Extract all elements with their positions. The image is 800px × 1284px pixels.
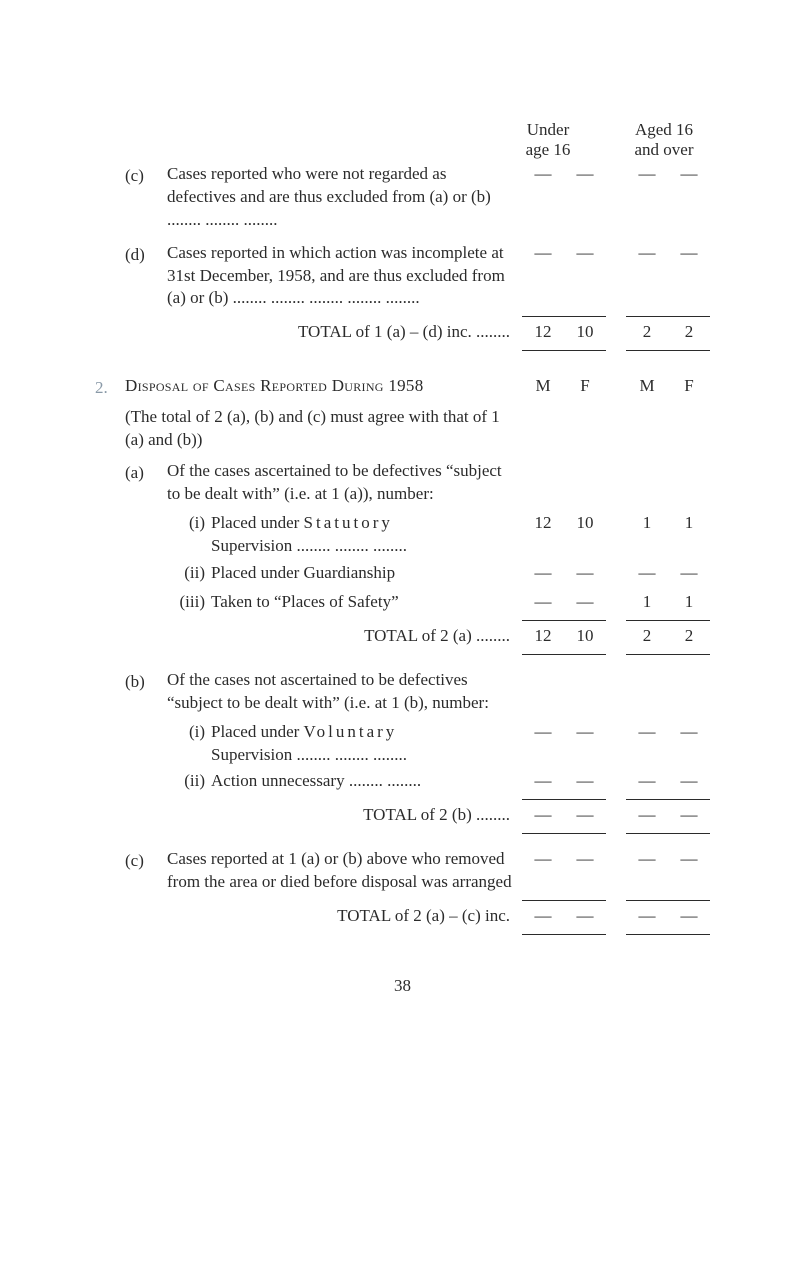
roman-a-i: (i) [167,512,211,535]
roman-a-iii: (iii) [167,591,211,614]
section2-a-iii: (iii) Taken to “Places of Safety” — — 1 … [95,591,710,616]
section2-subtitle-row: (The total of 2 (a), (b) and (c) must ag… [95,406,710,452]
section2-a-ii-text: Placed under Guardianship [211,562,522,585]
section2-title-row: 2. Disposal of Cases Reported During 195… [95,375,710,400]
section2-subtitle: (The total of 2 (a), (b) and (c) must ag… [125,406,522,452]
section2-b-i: (i) Placed under Voluntary Supervision .… [95,721,710,767]
section2-b-text: Of the cases not ascertained to be defec… [167,669,522,715]
column-headers: Under age 16 Aged 16 and over [95,120,710,161]
rule-below-total2b [95,833,710,834]
section1-d-values: — — — — [522,242,710,267]
section2-total-values: — — — — [522,905,710,930]
aged-16-header: Aged 16 and over [618,120,710,161]
page-number: 38 [95,975,710,998]
section2-mf-header: M F M F [522,375,710,400]
section1-total-label: TOTAL of 1 (a) – (d) inc. ........ [167,321,522,344]
section2-c-values: — — — — [522,848,710,873]
section2a-total-row: TOTAL of 2 (a) ........ 12 10 2 2 [95,625,710,650]
section2-a-ii-values: — — — — [522,562,710,587]
section2-total-row: TOTAL of 2 (a) – (c) inc. — — — — [95,905,710,930]
section1-item-c: (c) Cases reported who were not regarded… [95,163,710,232]
rule-above-total2b [95,799,710,800]
section2-b-i-values: — — — — [522,721,710,746]
section2-c-row: (c) Cases reported at 1 (a) or (b) above… [95,848,710,894]
section1-c-values: — — — — [522,163,710,188]
section2-b-row: (b) Of the cases not ascertained to be d… [95,669,710,715]
section2b-total-values: — — — — [522,804,710,829]
section2-title: Disposal of Cases Reported During 1958 [125,375,522,398]
section2-a-ii: (ii) Placed under Guardianship — — — — [95,562,710,587]
rule-above-total2a [95,620,710,621]
section1-total-values: 12 10 2 2 [522,321,710,346]
section1-total-row: TOTAL of 1 (a) – (d) inc. ........ 12 10… [95,321,710,346]
rule-below-total2a [95,654,710,655]
section2b-total-label: TOTAL of 2 (b) ........ [167,804,522,827]
letter-2c: (c) [125,848,167,873]
section1-d-text: Cases reported in which action was incom… [167,242,522,311]
rule-below-total1 [95,350,710,351]
section1-item-d: (d) Cases reported in which action was i… [95,242,710,311]
section2-a-i-values: 12 10 1 1 [522,512,710,537]
section2-b-ii-values: — — — — [522,770,710,795]
section2-a-i: (i) Placed under Statutory Supervision .… [95,512,710,558]
section2-b-ii-text: Action unnecessary ........ ........ [211,770,522,793]
section2-total-label: TOTAL of 2 (a) – (c) inc. [167,905,522,928]
section2-a-iii-text: Taken to “Places of Safety” [211,591,522,614]
section2-a-iii-values: — — 1 1 [522,591,710,616]
section2b-total-row: TOTAL of 2 (b) ........ — — — — [95,804,710,829]
roman-b-i: (i) [167,721,211,744]
letter-c: (c) [125,163,167,188]
rule-above-total1 [95,316,710,317]
letter-2a: (a) [125,460,167,485]
rule-above-total2 [95,900,710,901]
section2-a-i-text: Placed under Statutory Supervision .....… [211,512,522,558]
roman-b-ii: (ii) [167,770,211,793]
document-page: Under age 16 Aged 16 and over (c) Cases … [0,0,800,998]
section2-a-text: Of the cases ascertained to be defec­tiv… [167,460,522,506]
rule-below-total2 [95,934,710,935]
roman-a-ii: (ii) [167,562,211,585]
section2-a-row: (a) Of the cases ascertained to be defec… [95,460,710,506]
section2-b-i-text: Placed under Voluntary Supervision .....… [211,721,522,767]
section2a-total-values: 12 10 2 2 [522,625,710,650]
section1-c-text: Cases reported who were not regarded as … [167,163,522,232]
letter-2b: (b) [125,669,167,694]
section2-b-ii: (ii) Action unnecessary ........ .......… [95,770,710,795]
section2-number: 2. [95,375,125,400]
under-age-header: Under age 16 [502,120,594,161]
section2-c-text: Cases reported at 1 (a) or (b) above who… [167,848,522,894]
section2a-total-label: TOTAL of 2 (a) ........ [167,625,522,648]
letter-d: (d) [125,242,167,267]
